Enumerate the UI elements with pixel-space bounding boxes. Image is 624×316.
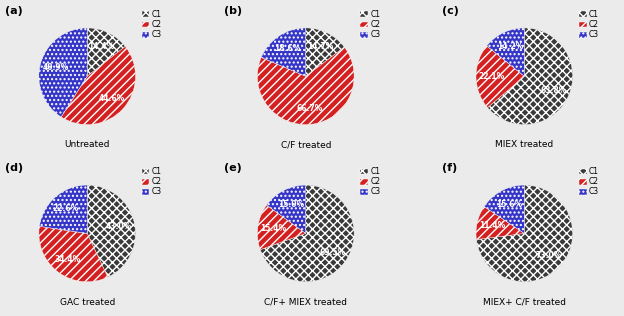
Title: MIEX treated: MIEX treated [495,140,553,149]
Legend: C1, C2, C3: C1, C2, C3 [142,10,162,39]
Text: 14.2%: 14.2% [497,42,524,51]
Text: 22.6%: 22.6% [52,204,79,213]
Title: GAC treated: GAC treated [59,298,115,307]
Text: 44.6%: 44.6% [99,94,125,103]
Text: (f): (f) [442,163,457,173]
Text: 15.4%: 15.4% [260,224,286,233]
Wedge shape [487,28,573,125]
Wedge shape [476,46,524,108]
Wedge shape [87,28,125,76]
Text: 18.6%: 18.6% [275,44,301,53]
Text: 14.7%: 14.7% [307,42,334,51]
Legend: C1, C2, C3: C1, C2, C3 [360,10,381,39]
Text: 66.7%: 66.7% [296,104,323,113]
Legend: C1, C2, C3: C1, C2, C3 [579,167,599,197]
Wedge shape [61,46,135,125]
Wedge shape [257,47,354,125]
Wedge shape [39,28,87,117]
Legend: C1, C2, C3: C1, C2, C3 [142,167,162,197]
Title: C/F+ MIEX treated: C/F+ MIEX treated [264,298,348,307]
Wedge shape [39,226,108,282]
Text: (e): (e) [223,163,241,173]
Wedge shape [39,185,87,234]
Text: 63.8%: 63.8% [541,86,567,94]
Text: 34.4%: 34.4% [54,255,80,264]
Legend: C1, C2, C3: C1, C2, C3 [360,167,381,197]
Text: 73.0%: 73.0% [536,251,562,260]
Text: 40.9%: 40.9% [42,63,69,71]
Text: 15.0%: 15.0% [278,200,304,209]
Text: 14.4%: 14.4% [89,42,115,51]
Title: C/F treated: C/F treated [281,140,331,149]
Wedge shape [260,185,354,282]
Wedge shape [257,205,306,250]
Wedge shape [484,185,524,234]
Text: 11.4%: 11.4% [479,222,505,230]
Title: Untreated: Untreated [64,140,110,149]
Title: MIEX+ C/F treated: MIEX+ C/F treated [483,298,566,307]
Text: 43.0%: 43.0% [106,222,132,231]
Text: (b): (b) [223,6,241,16]
Wedge shape [306,28,344,76]
Wedge shape [476,207,524,240]
Text: 15.6%: 15.6% [496,200,522,209]
Wedge shape [266,185,306,234]
Text: 69.5%: 69.5% [319,248,346,257]
Wedge shape [261,28,306,76]
Text: (c): (c) [442,6,459,16]
Wedge shape [476,185,573,282]
Text: (d): (d) [5,163,23,173]
Wedge shape [487,28,524,76]
Text: 22.1%: 22.1% [479,72,505,81]
Text: (a): (a) [5,6,22,16]
Legend: C1, C2, C3: C1, C2, C3 [579,10,599,39]
Wedge shape [87,185,135,277]
